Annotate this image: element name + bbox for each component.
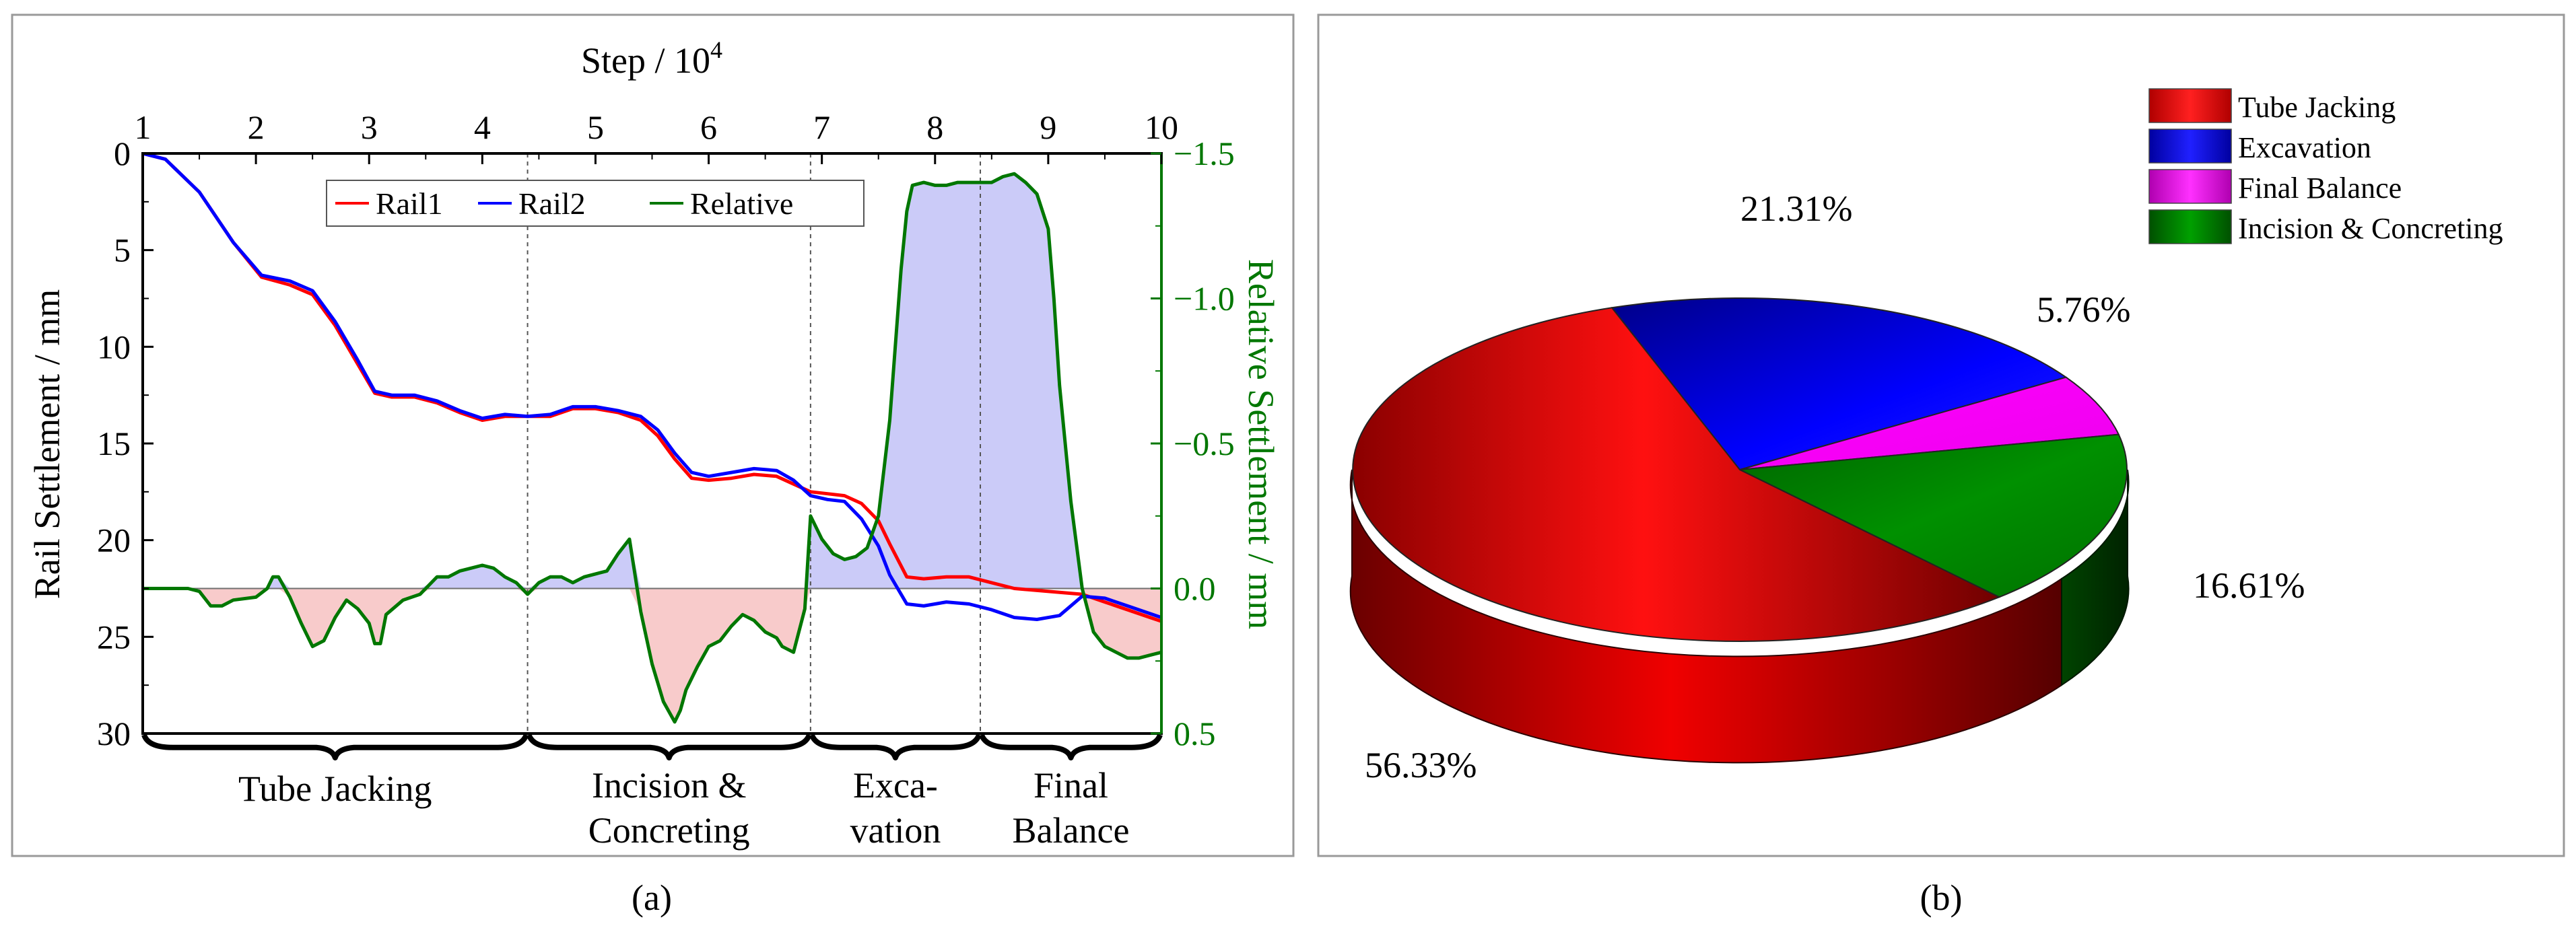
top-tick-label: 8 [926, 108, 943, 146]
pie-label-final-balance: 5.76% [2037, 289, 2130, 330]
left-tick-label: 0 [114, 135, 131, 172]
left-axis-ticks: 0 5 10 15 20 25 30 [97, 135, 154, 752]
series-line-rail1 [143, 153, 1161, 623]
top-tick-label: 9 [1040, 108, 1056, 146]
phase-label-line2: vation [850, 810, 941, 851]
right-axis-ticks: −1.5 −1.0 −0.5 0.0 0.5 [1151, 135, 1235, 752]
left-tick-label: 5 [114, 231, 131, 269]
legend-box [326, 180, 865, 227]
panel-b: 56.33% 21.31% 5.76% 16.61% Tube Jacking … [1317, 13, 2565, 918]
pie-legend-swatch-final-balance [2148, 169, 2232, 204]
top-tick-label: 6 [700, 108, 717, 146]
left-tick-label: 15 [97, 425, 131, 462]
pie-legend-swatch-tube-jacking [2148, 88, 2232, 123]
relative-fill-negative [143, 174, 1161, 589]
y-axis-label: Rail Settlement / mm [27, 289, 67, 599]
right-tick-label: −1.5 [1174, 135, 1235, 172]
y2-axis-label: Relative Settlement / mm [1241, 259, 1281, 629]
phase-labels: Tube Jacking Incision &Concreting Exca-vat… [238, 765, 1129, 851]
left-tick-label: 10 [97, 328, 131, 365]
pie-legend-label-incision-concreting: Incision & Concreting [2238, 212, 2503, 245]
left-tick-label: 20 [97, 522, 131, 559]
pie-legend-label-tube-jacking: Tube Jacking [2238, 91, 2396, 124]
right-tick-label: −1.0 [1174, 280, 1235, 318]
panel-a-label: (a) [632, 878, 672, 918]
series-line-rail2 [143, 153, 1161, 621]
pie-legend-label-final-balance: Final Balance [2238, 172, 2402, 205]
right-tick-label: 0.0 [1174, 570, 1216, 608]
phase-brace [979, 734, 1163, 760]
top-axis-title: Step / 104 [581, 36, 722, 81]
pie-top [1352, 297, 2128, 642]
phase-brace [141, 734, 529, 760]
pie-label-incision-concreting: 16.61% [2193, 565, 2305, 606]
panel-a-frame [11, 13, 1295, 857]
panel-b-frame [1317, 13, 2565, 857]
top-tick-label: 4 [474, 108, 491, 146]
pie-label-tube-jacking: 56.33% [1365, 745, 1477, 785]
pie-slice-incision-concreting [1737, 433, 2128, 598]
top-tick-label: 3 [361, 108, 378, 146]
pie-legend: Tube Jacking Excavation Final Balance In… [2148, 88, 2503, 245]
pie-legend-swatch-excavation [2148, 129, 2232, 164]
pie-label-excavation: 21.31% [1740, 188, 1852, 229]
left-tick-label: 30 [97, 715, 131, 752]
legend-label-rail1: Rail1 [376, 186, 443, 221]
legend-label-relative: Relative [690, 186, 793, 221]
phase-label-line2: Concreting [588, 810, 750, 851]
legend: Rail1 Rail2 Relative [326, 180, 865, 227]
legend-label-rail2: Rail2 [518, 186, 586, 221]
top-tick-label: 5 [587, 108, 604, 146]
phase-label-line1: Exca- [853, 765, 938, 806]
pie-legend-swatch-incision-concreting [2148, 209, 2232, 244]
top-tick-label: 7 [813, 108, 830, 146]
series-lines [143, 153, 1161, 724]
pie-slice-excavation [1611, 297, 2068, 471]
relative-fill-group [143, 174, 1161, 722]
panel-a: 1 2 3 4 5 6 7 8 9 10 0 5 10 15 20 25 30 −1.5 −1.0 −0.5 0.0… [11, 13, 1295, 918]
top-tick-label: 1 [135, 108, 151, 146]
phase-label-line2: Balance [1013, 810, 1130, 851]
right-tick-label: 0.5 [1174, 715, 1216, 752]
panel-b-label: (b) [1920, 878, 1963, 918]
phase-label-line1: Final [1033, 765, 1108, 806]
pie-slice-final-balance [1739, 376, 2120, 470]
relative-fill-positive [143, 588, 1161, 722]
top-tick-label: 10 [1145, 108, 1178, 146]
top-axis-ticks: 1 2 3 4 5 6 7 8 9 10 [135, 108, 1178, 164]
pie-legend-label-excavation: Excavation [2238, 131, 2371, 164]
pie-slice-tube-jacking [1352, 307, 2001, 642]
pie-side-incision-concreting [2061, 469, 2130, 686]
series-line-relative [143, 172, 1161, 724]
phase-label-line1: Incision & [592, 765, 746, 806]
top-tick-label: 2 [248, 108, 265, 146]
phase-brace [526, 734, 812, 760]
left-tick-label: 25 [97, 618, 131, 655]
plot-area [143, 153, 1161, 734]
phase-braces [141, 734, 1163, 760]
right-tick-label: −0.5 [1174, 425, 1235, 462]
phase-brace [809, 734, 982, 760]
phase-label-line1: Tube Jacking [238, 768, 432, 809]
